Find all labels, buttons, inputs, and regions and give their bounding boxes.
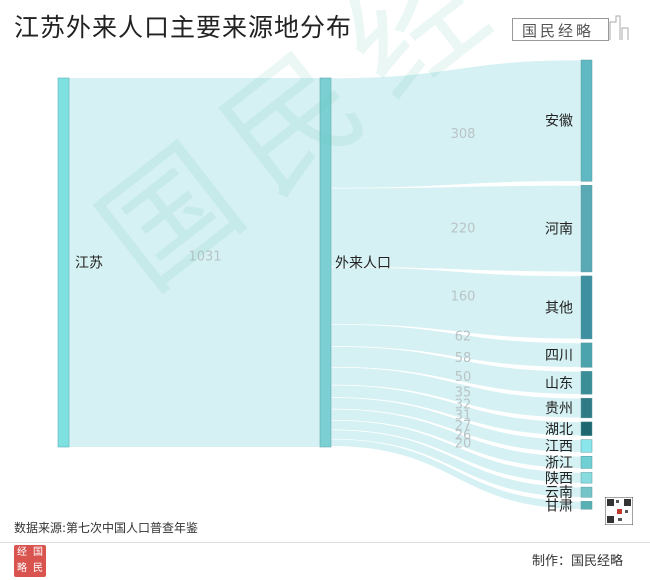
node-其他 xyxy=(580,275,593,340)
node-江西 xyxy=(580,439,593,453)
data-source: 数据来源:第七次中国人口普查年鉴 xyxy=(14,521,199,535)
node-label-其他: 其他 xyxy=(545,300,573,316)
logo-char: 经 xyxy=(17,547,27,558)
logo-char: 民 xyxy=(33,563,43,574)
node-陕西 xyxy=(580,472,593,484)
link-value-浙江: 31 xyxy=(455,409,472,424)
link-value-云南: 26 xyxy=(455,428,472,443)
chart-title: 江苏外来人口主要来源地分布 xyxy=(14,13,353,42)
node-河南 xyxy=(580,185,593,273)
node-甘肃 xyxy=(580,501,593,510)
node-湖北 xyxy=(580,421,593,436)
node-label-四川: 四川 xyxy=(545,348,573,364)
brand-header xyxy=(512,14,630,44)
link-value-湖北: 35 xyxy=(455,385,472,400)
link-value-安徽: 308 xyxy=(451,127,476,142)
node-label-山东: 山东 xyxy=(545,376,573,392)
sankey-chart: 安徽 308 河南 220 其他 160 四川 62 山东 58 贵州 50 湖北 35 江西 32 浙江 31 陕… xyxy=(57,59,593,514)
node-贵州 xyxy=(580,397,593,419)
node-label-河南: 河南 xyxy=(545,222,573,238)
node-migrants xyxy=(319,77,332,448)
link-value-江西: 32 xyxy=(455,397,472,412)
node-jiangsu xyxy=(57,77,70,448)
link-value-贵州: 50 xyxy=(455,370,472,385)
node-label-甘肃: 甘肃 xyxy=(545,498,573,514)
node-label-安徽: 安徽 xyxy=(545,114,573,130)
node-云南 xyxy=(580,486,593,498)
skyline-icon xyxy=(512,15,629,41)
node-label-湖北: 湖北 xyxy=(545,422,573,438)
link-value-河南: 220 xyxy=(451,222,476,237)
link-value-其他: 160 xyxy=(451,290,476,305)
logo-char: 国 xyxy=(33,547,43,558)
link-jiangsu-to-migrants xyxy=(69,78,320,447)
node-label-浙江: 浙江 xyxy=(545,455,573,471)
link-value-甘肃: 20 xyxy=(455,437,472,452)
node-label-贵州: 贵州 xyxy=(545,401,573,417)
logo-char: 略 xyxy=(17,563,27,574)
brand-logo: 经 国 略 民 xyxy=(14,545,46,577)
node-浙江 xyxy=(580,456,593,469)
node-label-江西: 江西 xyxy=(545,439,573,455)
credit: 制作：国民经略 xyxy=(532,554,624,569)
node-山东 xyxy=(580,371,593,395)
qr-code-icon[interactable] xyxy=(604,496,634,526)
node-四川 xyxy=(580,342,593,368)
node-label-migrants: 外来人口 xyxy=(335,256,391,272)
link-to-安徽 xyxy=(330,59,582,189)
link-value-山东: 58 xyxy=(455,351,472,366)
node-label-jiangsu: 江苏 xyxy=(75,256,103,272)
node-label-云南: 云南 xyxy=(545,485,573,501)
brand-name: 国民经略 xyxy=(522,22,595,40)
link-value-四川: 62 xyxy=(455,329,472,344)
link-value-陕西: 27 xyxy=(455,419,472,434)
node-label-陕西: 陕西 xyxy=(545,471,573,487)
footer-divider xyxy=(0,542,650,543)
node-安徽 xyxy=(580,59,593,182)
link-value-jiangsu: 1031 xyxy=(188,250,221,265)
